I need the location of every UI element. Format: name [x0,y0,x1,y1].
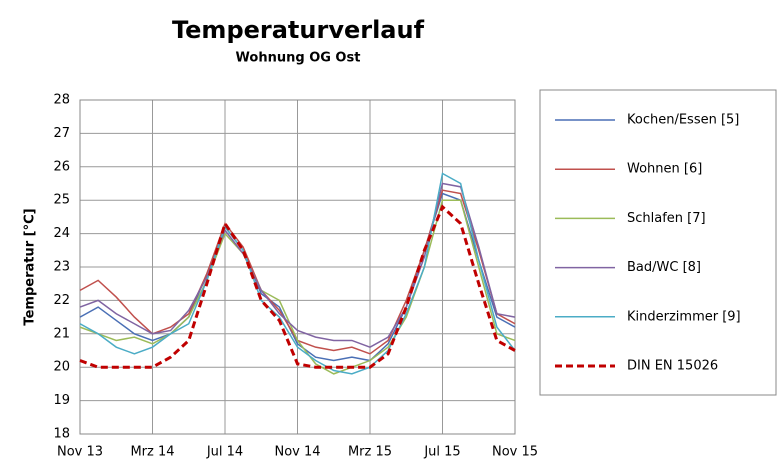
x-tick-label: Mrz 15 [348,445,392,460]
y-tick-label: 18 [53,427,70,442]
y-tick-label: 19 [53,393,70,408]
chart-subtitle: Wohnung OG Ost [236,51,361,66]
x-tick-label: Nov 14 [274,445,320,460]
legend-label: Wohnen [6] [627,162,702,177]
series-line [79,192,516,362]
series-line [79,199,516,375]
legend-box [539,89,777,396]
x-tick-label: Jul 15 [423,445,460,460]
y-tick-label: 23 [53,260,70,275]
chart-title: Temperaturverlauf [172,16,425,44]
legend-label: Kinderzimmer [9] [627,309,741,324]
y-tick-label: 22 [53,293,70,308]
legend-label: Kochen/Essen [5] [627,113,739,128]
legend-label: Bad/WC [8] [627,260,701,275]
x-tick-label: Nov 13 [57,445,103,460]
y-tick-label: 24 [53,226,70,241]
series-line [79,204,516,369]
y-axis-label: Temperatur [°C] [23,208,38,325]
y-tick-label: 27 [53,126,70,141]
y-tick-label: 21 [53,326,70,341]
y-tick-label: 25 [53,193,70,208]
x-tick-label: Mrz 14 [130,445,174,460]
y-tick-label: 26 [53,159,70,174]
x-tick-label: Nov 15 [492,445,538,460]
y-tick-label: 20 [53,360,70,375]
x-tick-label: Jul 14 [206,445,243,460]
series-line [79,182,516,348]
plot-frame [79,99,516,435]
legend-label: Schlafen [7] [627,211,706,226]
legend-label: DIN EN 15026 [627,359,718,374]
series-line [79,172,516,375]
y-tick-label: 28 [53,93,70,108]
